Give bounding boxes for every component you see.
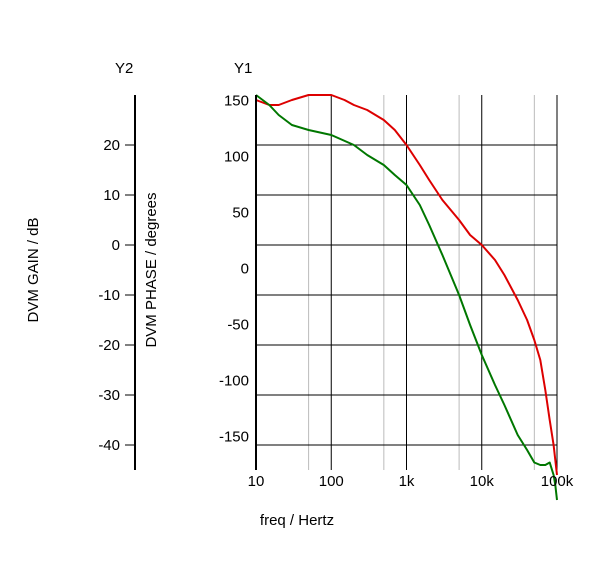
y1-tick-label: 50 — [232, 205, 249, 222]
y1-tick-label: -150 — [219, 428, 249, 445]
y2-axis-title: Y2 — [115, 60, 133, 77]
y1-tick-label: -100 — [219, 372, 249, 389]
series-line-1 — [255, 94, 558, 476]
series-layer — [255, 94, 558, 501]
y2-tick-label: -30 — [98, 387, 120, 404]
x-tick-label: 10 — [248, 473, 265, 490]
y1-axis-label: DVM PHASE / degrees — [143, 192, 160, 347]
y1-tick-label: 0 — [241, 261, 249, 278]
x-tick-label: 100k — [541, 473, 574, 490]
y1-tick-label: 100 — [224, 149, 249, 166]
x-tick-label: 1k — [399, 473, 415, 490]
y2-tick-label: 20 — [103, 137, 120, 154]
x-tick-label: 100 — [319, 473, 344, 490]
y2-tick-label: -20 — [98, 337, 120, 354]
y1-axis-title: Y1 — [234, 60, 252, 77]
y2-axis-label: DVM GAIN / dB — [25, 217, 42, 322]
y2-tick-label: 0 — [112, 237, 120, 254]
y2-tick-label: -10 — [98, 287, 120, 304]
x-axis-label: freq / Hertz — [260, 512, 334, 529]
y1-tick-label: -50 — [227, 316, 249, 333]
grid-layer — [256, 95, 558, 470]
x-tick-label: 10k — [470, 473, 495, 490]
y2-tick-label: 10 — [103, 187, 120, 204]
y1-tick-label: 150 — [224, 93, 249, 110]
series-line-2 — [255, 94, 558, 501]
y2-tick-label: -40 — [98, 437, 120, 454]
